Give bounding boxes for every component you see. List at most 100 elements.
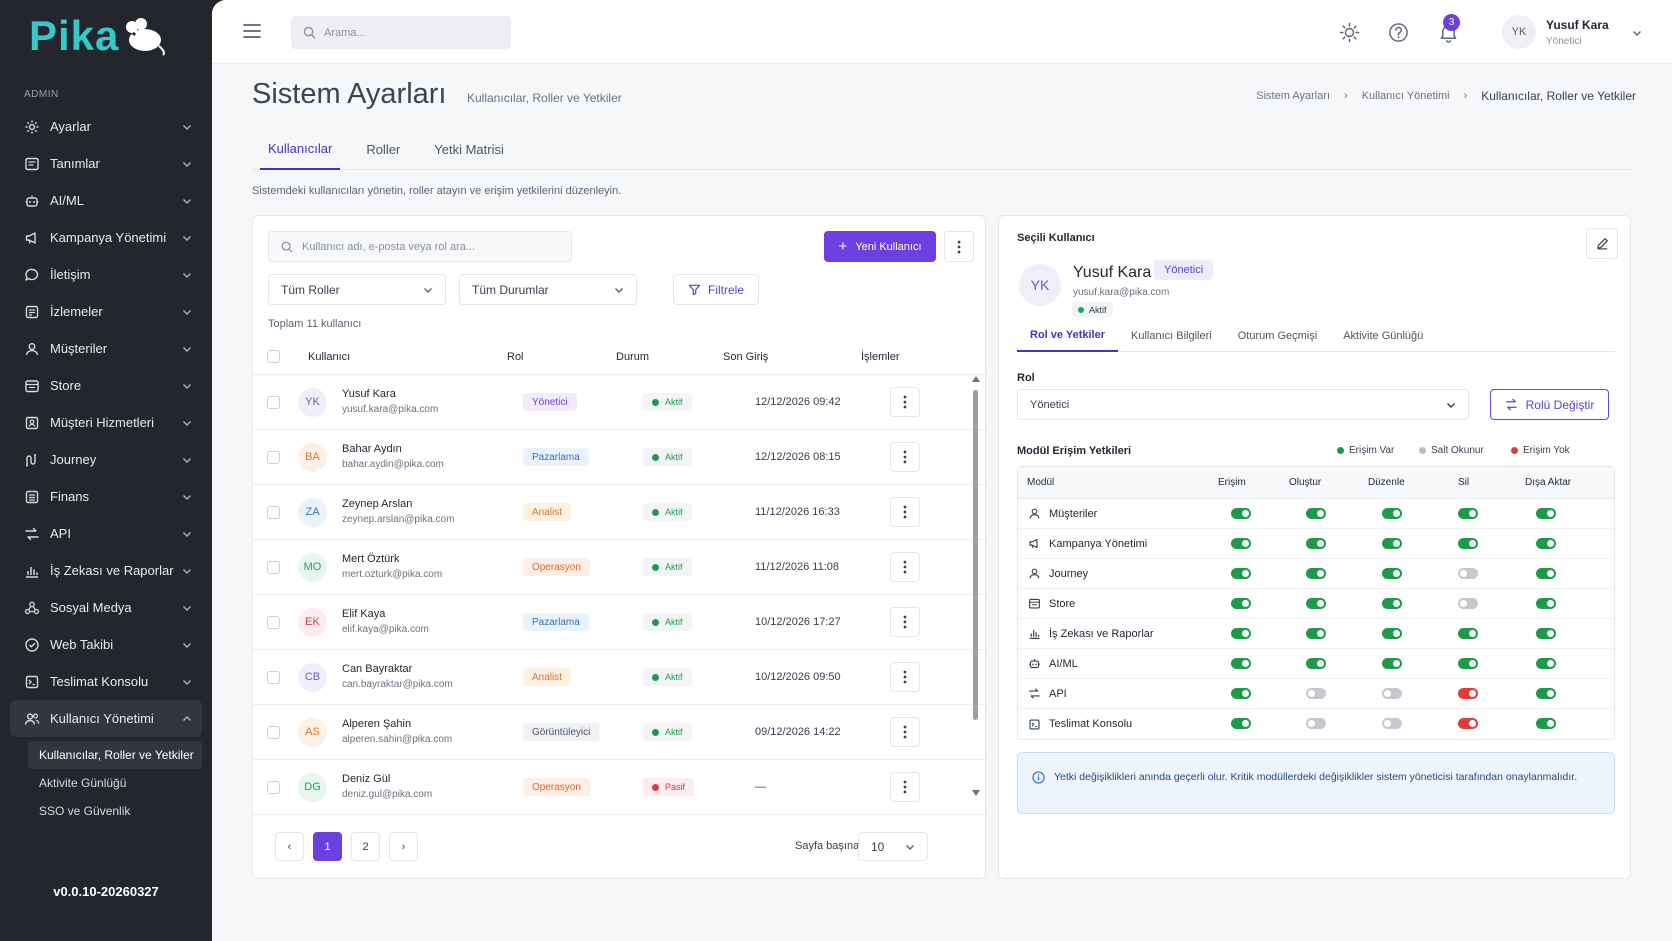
permission-toggle-disa-aktar[interactable] (1536, 658, 1556, 669)
permission-toggle-olustur[interactable] (1306, 568, 1326, 579)
role-select[interactable]: Yönetici (1017, 389, 1469, 420)
per-page-select[interactable]: 10 (858, 832, 928, 861)
new-user-button[interactable]: + Yeni Kullanıcı (824, 231, 936, 262)
prev-page-button[interactable]: ‹ (275, 832, 304, 861)
row-actions-button[interactable] (890, 662, 920, 692)
change-role-button[interactable]: Rolü Değiştir (1490, 389, 1609, 420)
row-actions-button[interactable] (890, 387, 920, 417)
permission-toggle-sil[interactable] (1458, 688, 1478, 699)
sidebar-item-store[interactable]: Store (10, 367, 202, 404)
permission-toggle-erisim[interactable] (1231, 568, 1251, 579)
row-checkbox[interactable] (267, 725, 280, 739)
table-row[interactable]: YK Yusuf Kara yusuf.kara@pika.com Yönetici A… (253, 375, 985, 430)
theme-toggle-sun-icon[interactable] (1339, 22, 1360, 43)
page-button[interactable]: 2 (351, 832, 380, 861)
chevron-down-icon[interactable] (1632, 28, 1642, 38)
breadcrumb-item[interactable]: Sistem Ayarları (1256, 90, 1331, 102)
permission-toggle-sil[interactable] (1458, 718, 1478, 729)
select-all-checkbox[interactable] (267, 350, 280, 363)
role-filter-select[interactable]: Tüm Roller (268, 274, 446, 305)
row-checkbox[interactable] (267, 560, 280, 574)
help-icon[interactable] (1388, 22, 1409, 43)
permission-toggle-sil[interactable] (1458, 568, 1478, 579)
table-row[interactable]: BA Bahar Aydın bahar.aydin@pika.com Pazarla… (253, 430, 985, 485)
global-search-input[interactable]: Arama... (291, 16, 511, 49)
permission-toggle-duzenle[interactable] (1382, 658, 1402, 669)
permission-toggle-sil[interactable] (1458, 508, 1478, 519)
row-checkbox[interactable] (267, 670, 280, 684)
scroll-down-arrow[interactable] (972, 790, 980, 796)
permission-toggle-duzenle[interactable] (1382, 718, 1402, 729)
sidebar-item-musteri-hizmetleri[interactable]: Müşteri Hizmetleri (10, 404, 202, 441)
row-checkbox[interactable] (267, 615, 280, 629)
edit-user-button[interactable] (1586, 228, 1618, 259)
table-row[interactable]: MO Mert Öztürk mert.ozturk@pika.com Operasy… (253, 540, 985, 595)
row-actions-button[interactable] (890, 607, 920, 637)
tab-rol-ve-yetkiler[interactable]: Rol ve Yetkiler (1017, 319, 1119, 352)
table-row[interactable]: DG Deniz Gül deniz.gul@pika.com Operasyon Pa… (253, 760, 985, 815)
table-row[interactable]: CB Can Bayraktar can.bayraktar@pika.com Ana… (253, 650, 985, 705)
scroll-up-arrow[interactable] (972, 376, 980, 382)
sidebar-item-sosyal-medya[interactable]: Sosyal Medya (10, 589, 202, 626)
row-checkbox[interactable] (267, 505, 280, 519)
sidebar-item-ai-ml[interactable]: AI/ML (10, 182, 202, 219)
tab-oturum-gecmisi[interactable]: Oturum Geçmişi (1237, 329, 1318, 342)
next-page-button[interactable]: › (389, 832, 418, 861)
tab-yetki-matrisi[interactable]: Yetki Matrisi (434, 141, 504, 157)
sidebar-item-izlemeler[interactable]: İzlemeler (10, 293, 202, 330)
more-options-button[interactable] (944, 231, 974, 262)
permission-toggle-duzenle[interactable] (1382, 538, 1402, 549)
permission-toggle-olustur[interactable] (1306, 628, 1326, 639)
permission-toggle-sil[interactable] (1458, 538, 1478, 549)
scrollbar[interactable] (971, 376, 980, 806)
row-checkbox[interactable] (267, 395, 280, 409)
permission-toggle-disa-aktar[interactable] (1536, 568, 1556, 579)
permission-toggle-sil[interactable] (1458, 628, 1478, 639)
menu-icon[interactable] (242, 22, 262, 40)
filter-button[interactable]: Filtrele (673, 274, 759, 305)
sidebar-item-kampanya-yonetimi[interactable]: Kampanya Yönetimi (10, 219, 202, 256)
tab-aktivite-gunlugu[interactable]: Aktivite Günlüğü (1343, 329, 1424, 342)
page-button[interactable]: 1 (313, 832, 342, 861)
tab-roller[interactable]: Roller (366, 141, 401, 157)
sidebar-subitem-sso-ve-guvenlik[interactable]: SSO ve Güvenlik (39, 804, 131, 818)
permission-toggle-erisim[interactable] (1231, 688, 1251, 699)
permission-toggle-duzenle[interactable] (1382, 598, 1402, 609)
sidebar-subitem-aktivite-gunlugu[interactable]: Aktivite Günlüğü (39, 776, 127, 790)
table-row[interactable]: AS Alperen Şahin alperen.sahin@pika.com Gör… (253, 705, 985, 760)
permission-toggle-duzenle[interactable] (1382, 508, 1402, 519)
sidebar-item-journey[interactable]: Journey (10, 441, 202, 478)
permission-toggle-erisim[interactable] (1231, 598, 1251, 609)
sidebar-item-iletisim[interactable]: İletişim (10, 256, 202, 293)
permission-toggle-disa-aktar[interactable] (1536, 508, 1556, 519)
logo[interactable]: Pika (29, 12, 167, 60)
table-row[interactable]: ZA Zeynep Arslan zeynep.arslan@pika.com Ana… (253, 485, 985, 540)
sidebar-item-tanimlar[interactable]: Tanımlar (10, 145, 202, 182)
permission-toggle-erisim[interactable] (1231, 628, 1251, 639)
permission-toggle-disa-aktar[interactable] (1536, 628, 1556, 639)
table-row[interactable]: EK Elif Kaya elif.kaya@pika.com Pazarlama Ak… (253, 595, 985, 650)
permission-toggle-duzenle[interactable] (1382, 568, 1402, 579)
permission-toggle-olustur[interactable] (1306, 508, 1326, 519)
row-actions-button[interactable] (890, 772, 920, 802)
sidebar-item-is-zekasi-ve-raporlar[interactable]: İş Zekası ve Raporlar (10, 552, 202, 589)
permission-toggle-duzenle[interactable] (1382, 628, 1402, 639)
permission-toggle-olustur[interactable] (1306, 598, 1326, 609)
sidebar-subitem-kullanicilar-roller-ve-yetkiler[interactable]: Kullanıcılar, Roller ve Yetkiler (28, 741, 202, 769)
row-checkbox[interactable] (267, 780, 280, 794)
user-menu[interactable]: YK Yusuf Kara Yönetici (1502, 15, 1609, 49)
permission-toggle-erisim[interactable] (1231, 658, 1251, 669)
permission-toggle-erisim[interactable] (1231, 538, 1251, 549)
row-checkbox[interactable] (267, 450, 280, 464)
permission-toggle-disa-aktar[interactable] (1536, 598, 1556, 609)
sidebar-item-api[interactable]: API (10, 515, 202, 552)
user-search-input[interactable]: Kullanıcı adı, e-posta veya rol ara... (268, 231, 572, 262)
permission-toggle-disa-aktar[interactable] (1536, 718, 1556, 729)
sidebar-item-teslimat-konsolu[interactable]: Teslimat Konsolu (10, 663, 202, 700)
permission-toggle-erisim[interactable] (1231, 718, 1251, 729)
sidebar-item-ayarlar[interactable]: Ayarlar (10, 108, 202, 145)
status-filter-select[interactable]: Tüm Durumlar (459, 274, 637, 305)
sidebar-item-finans[interactable]: Finans (10, 478, 202, 515)
permission-toggle-olustur[interactable] (1306, 538, 1326, 549)
permission-toggle-olustur[interactable] (1306, 718, 1326, 729)
